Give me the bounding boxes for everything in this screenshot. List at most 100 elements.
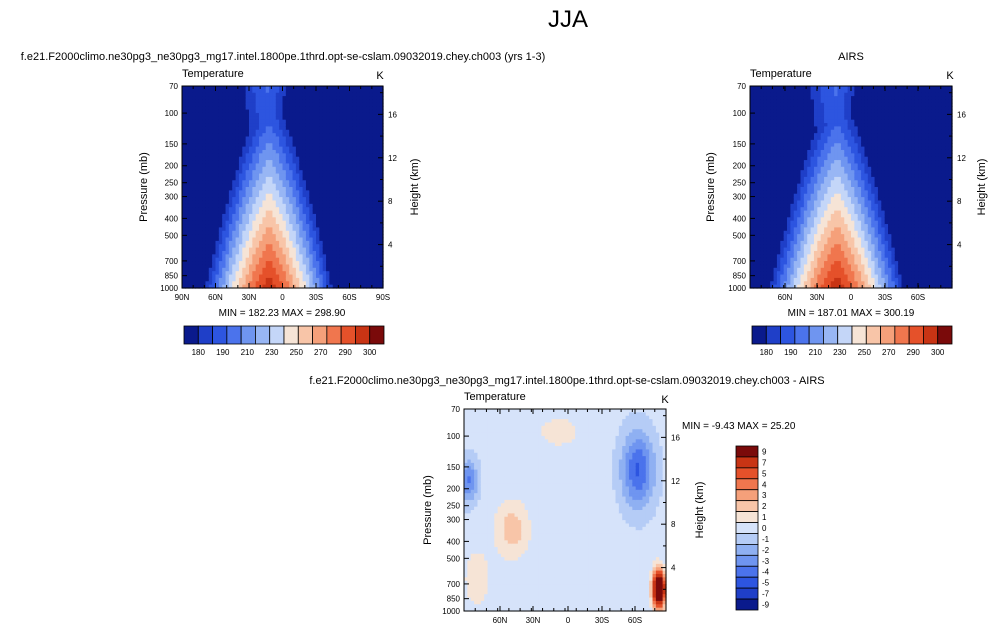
contour-cell — [215, 271, 220, 276]
contour-cell — [255, 250, 260, 255]
obs-panel: AIRS Temperature K 60N 30N 0 30S 60S70100150… — [705, 51, 988, 357]
contour-cell — [319, 180, 324, 185]
contour-cell — [212, 126, 217, 131]
contour-cell — [316, 126, 320, 131]
contour-cell — [255, 153, 260, 158]
contour-cell — [346, 160, 351, 165]
contour-cell — [352, 271, 357, 276]
contour-cell — [238, 136, 243, 141]
contour-cell — [242, 149, 247, 154]
contour-cell — [212, 247, 217, 252]
contour-cell — [242, 190, 247, 195]
contour-cell — [332, 109, 337, 114]
contour-cell — [305, 180, 310, 185]
contour-cell — [238, 284, 243, 289]
contour-cell — [269, 96, 274, 101]
contour-cell — [342, 126, 347, 131]
contour-cell — [292, 136, 297, 141]
contour-cell — [289, 274, 294, 279]
contour-cell — [238, 119, 243, 124]
contour-cell — [262, 99, 267, 104]
contour-cell — [282, 86, 287, 90]
contour-cell — [372, 240, 377, 245]
contour-cell — [192, 274, 196, 279]
contour-cell — [292, 227, 297, 232]
contour-cell — [763, 224, 768, 228]
contour-cell — [753, 227, 758, 232]
contour-cell — [322, 193, 327, 198]
contour-cell — [332, 112, 337, 117]
contour-cell — [285, 112, 290, 117]
contour-cell — [242, 99, 247, 104]
contour-cell — [319, 284, 324, 289]
contour-cell — [790, 170, 795, 175]
contour-cell — [773, 203, 778, 208]
contour-cell — [316, 277, 320, 282]
contour-cell — [342, 257, 347, 262]
contour-cell — [185, 170, 190, 175]
contour-cell — [376, 170, 381, 175]
contour-cell — [773, 160, 778, 165]
contour-cell — [763, 176, 768, 181]
contour-cell — [292, 267, 297, 272]
contour-cell — [188, 119, 193, 124]
contour-cell — [282, 210, 287, 215]
contour-cell — [269, 203, 274, 208]
contour-cell — [369, 240, 374, 245]
contour-cell — [356, 160, 361, 165]
contour-cell — [753, 234, 758, 239]
contour-cell — [238, 254, 243, 259]
contour-cell — [379, 244, 384, 249]
contour-cell — [272, 224, 277, 228]
contour-cell — [222, 149, 227, 154]
contour-cell — [787, 224, 791, 228]
contour-cell — [292, 250, 297, 255]
contour-cell — [275, 230, 280, 235]
contour-cell — [302, 190, 307, 195]
contour-cell — [362, 237, 367, 242]
contour-cell — [265, 102, 270, 107]
contour-cell — [269, 240, 274, 245]
contour-cell — [305, 119, 310, 124]
contour-cell — [289, 187, 294, 191]
contour-cell — [202, 274, 207, 279]
contour-cell — [228, 109, 233, 114]
contour-cell — [192, 281, 196, 286]
contour-cell — [780, 187, 785, 191]
contour-cell — [319, 277, 324, 282]
contour-cell — [218, 281, 223, 286]
contour-cell — [302, 281, 307, 286]
contour-cell — [783, 146, 788, 151]
contour-cell — [753, 261, 758, 266]
contour-cell — [212, 133, 217, 138]
contour-cell — [185, 240, 190, 245]
contour-cell — [269, 153, 274, 158]
contour-cell — [202, 277, 207, 282]
contour-cell — [316, 143, 320, 148]
contour-cell — [235, 274, 240, 279]
contour-cell — [242, 102, 247, 107]
contour-cell — [295, 153, 300, 158]
contour-cell — [295, 230, 300, 235]
contour-cell — [232, 153, 237, 158]
contour-cell — [316, 234, 320, 239]
contour-cell — [202, 136, 207, 141]
contour-cell — [366, 200, 371, 205]
contour-cell — [299, 163, 304, 168]
contour-cell — [269, 257, 274, 262]
contour-cell — [222, 153, 227, 158]
contour-cell — [225, 284, 230, 289]
contour-cell — [793, 203, 798, 208]
contour-cell — [305, 89, 310, 94]
contour-cell — [356, 267, 361, 272]
contour-cell — [272, 277, 277, 282]
contour-cell — [773, 197, 778, 202]
contour-cell — [292, 139, 297, 144]
contour-cell — [372, 123, 377, 127]
contour-cell — [352, 119, 357, 124]
contour-cell — [305, 170, 310, 175]
contour-cell — [770, 257, 775, 262]
contour-cell — [188, 126, 193, 131]
contour-cell — [272, 200, 277, 205]
contour-cell — [275, 240, 280, 245]
